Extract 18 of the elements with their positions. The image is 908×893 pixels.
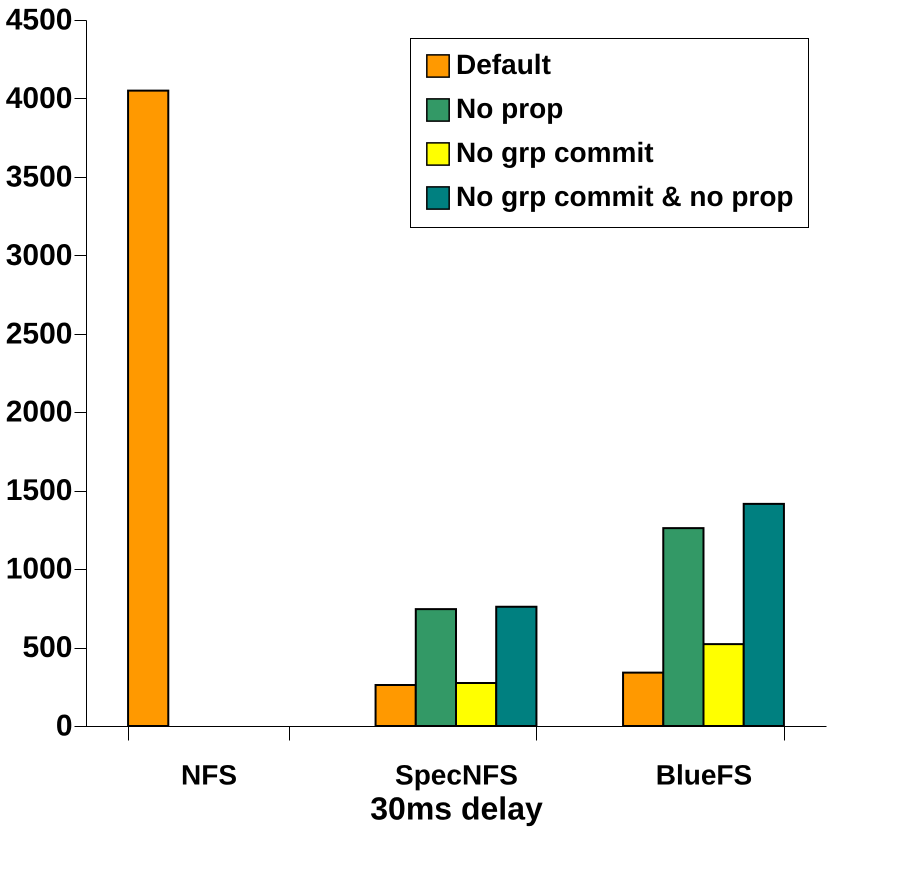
legend-label: No grp commit	[456, 137, 654, 168]
legend-label: No grp commit & no prop	[456, 181, 794, 212]
legend-label: No prop	[456, 93, 564, 124]
x-axis-title: 30ms delay	[370, 790, 543, 826]
y-tick-label: 1000	[6, 552, 72, 586]
y-tick-label: 2000	[6, 396, 72, 429]
x-tick-label: BlueFS	[656, 760, 752, 790]
y-tick-label: 3500	[6, 160, 72, 194]
y-tick-label: 1500	[6, 474, 72, 508]
y-tick-label: 4000	[6, 82, 72, 115]
y-tick-label: 0	[56, 710, 72, 742]
x-tick-label: NFS	[181, 760, 238, 790]
x-tick-label: SpecNFS	[395, 760, 518, 790]
y-tick-label: 3000	[6, 238, 72, 272]
y-tick-label: 2500	[6, 317, 72, 350]
y-tick-label: 500	[22, 631, 72, 664]
legend-label: Default	[456, 49, 551, 80]
y-tick-label: 4500	[6, 4, 72, 36]
